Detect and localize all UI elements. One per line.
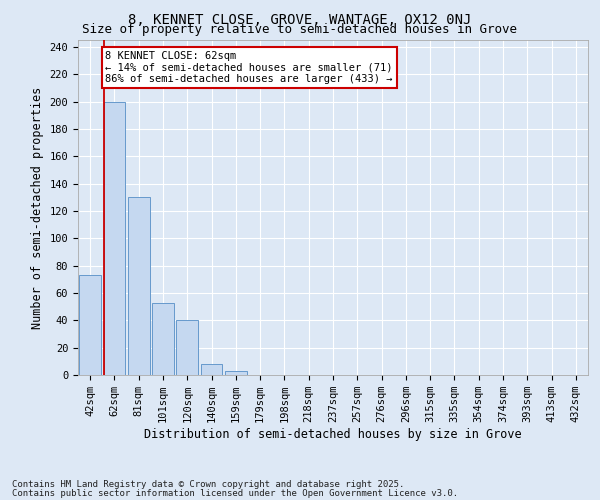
X-axis label: Distribution of semi-detached houses by size in Grove: Distribution of semi-detached houses by … <box>144 428 522 441</box>
Bar <box>176 320 198 375</box>
Text: 8, KENNET CLOSE, GROVE, WANTAGE, OX12 0NJ: 8, KENNET CLOSE, GROVE, WANTAGE, OX12 0N… <box>128 12 472 26</box>
Bar <box>225 371 247 375</box>
Bar <box>128 197 149 375</box>
Bar <box>200 364 223 375</box>
Text: Contains HM Land Registry data © Crown copyright and database right 2025.: Contains HM Land Registry data © Crown c… <box>12 480 404 489</box>
Text: Contains public sector information licensed under the Open Government Licence v3: Contains public sector information licen… <box>12 488 458 498</box>
Y-axis label: Number of semi-detached properties: Number of semi-detached properties <box>31 86 44 328</box>
Text: Size of property relative to semi-detached houses in Grove: Size of property relative to semi-detach… <box>83 22 517 36</box>
Bar <box>79 275 101 375</box>
Bar <box>152 302 174 375</box>
Text: 8 KENNET CLOSE: 62sqm
← 14% of semi-detached houses are smaller (71)
86% of semi: 8 KENNET CLOSE: 62sqm ← 14% of semi-deta… <box>106 51 393 84</box>
Bar <box>104 102 125 375</box>
